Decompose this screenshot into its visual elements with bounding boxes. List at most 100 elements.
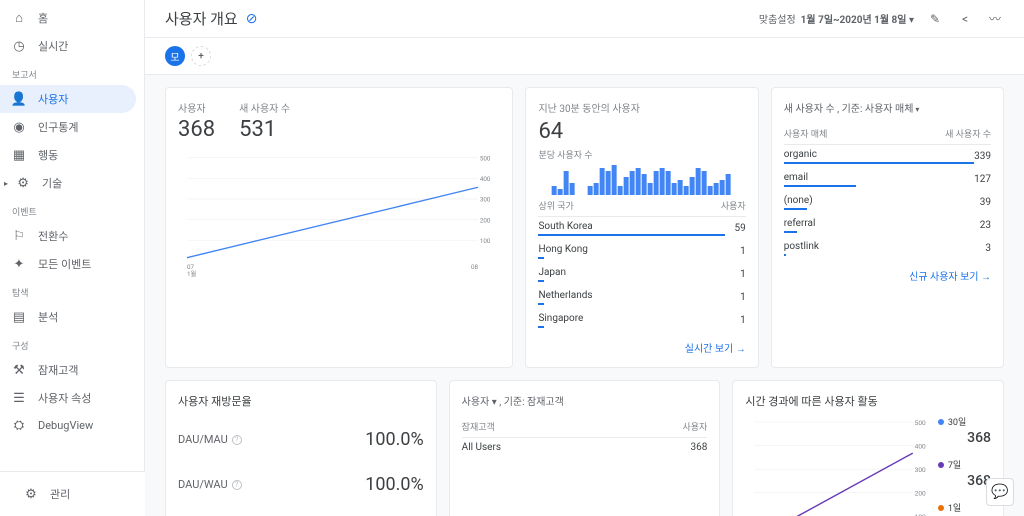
nav-section-label: 이벤트 bbox=[0, 197, 144, 222]
nav-label: 행동 bbox=[38, 147, 58, 163]
legend-value: 368 bbox=[938, 473, 991, 489]
chip-all-users[interactable]: 모 bbox=[165, 46, 185, 66]
nav-icon: ▦ bbox=[12, 148, 26, 162]
svg-text:08: 08 bbox=[471, 263, 479, 271]
nav-label: 인구통계 bbox=[38, 119, 78, 135]
svg-text:200: 200 bbox=[480, 216, 491, 224]
svg-text:500: 500 bbox=[480, 154, 491, 162]
legend-value: 368 bbox=[938, 430, 991, 446]
row-name: Hong Kong bbox=[538, 244, 587, 255]
row-value: 1 bbox=[740, 315, 746, 326]
row-name: postlink bbox=[784, 241, 819, 252]
row-value: 3 bbox=[985, 243, 991, 254]
card-title-dropdown[interactable]: 새 사용자 수 , 기준: 사용자 매체 bbox=[784, 100, 991, 115]
table-row: email 127 bbox=[784, 168, 991, 191]
metric-value: 368 bbox=[178, 117, 215, 142]
legend-dot bbox=[938, 505, 944, 511]
col-medium: 사용자 매체 bbox=[784, 127, 828, 140]
share-icon[interactable]: < bbox=[956, 10, 974, 28]
nav-icon: ⛭ bbox=[12, 418, 26, 432]
nav-item[interactable]: ⚐전환수 bbox=[0, 222, 144, 250]
realtime-users: 64 bbox=[538, 119, 745, 144]
feedback-icon[interactable]: 💬 bbox=[986, 478, 1014, 506]
nav-section-label: 보고서 bbox=[0, 60, 144, 85]
legend-label: 1일 bbox=[948, 504, 961, 514]
table-row: All Users368 bbox=[462, 438, 708, 457]
svg-text:400: 400 bbox=[915, 442, 926, 450]
card-users-trend: 사용자368새 사용자 수531 100200300400500071월08 bbox=[165, 87, 513, 368]
realtime-bar-chart bbox=[538, 165, 745, 195]
row-name: referral bbox=[784, 218, 816, 229]
sidebar: ⌂홈◷실시간 보고서 👤 사용자 ◉인구통계 ▦ 행동 ▸⚙기술이벤트⚐전환수✦모든 이벤트… bbox=[0, 0, 145, 516]
metric-label: 새 사용자 수 bbox=[239, 100, 290, 115]
nav-icon: 👤 bbox=[12, 92, 26, 106]
row-name: South Korea bbox=[538, 221, 592, 232]
help-icon[interactable]: ? bbox=[232, 435, 242, 445]
link-realtime[interactable]: 실시간 보기 bbox=[538, 340, 745, 355]
nav-icon: ✦ bbox=[12, 257, 26, 271]
card-title: 시간 경과에 따른 사용자 활동 bbox=[745, 393, 991, 409]
nav-icon: ☰ bbox=[12, 391, 26, 405]
legend-item: 7일 bbox=[938, 456, 991, 473]
nav-item[interactable]: ▦ 행동 bbox=[0, 141, 144, 169]
legend-dot bbox=[938, 462, 944, 468]
ratio-value: 100.0% bbox=[365, 474, 423, 495]
nav-item[interactable]: ⌂홈 bbox=[0, 4, 144, 32]
users-line-chart: 100200300400500071월08 bbox=[178, 146, 500, 286]
ratio-row: DAU/WAU ? 100.0% bbox=[178, 462, 424, 507]
nav-item[interactable]: ⚒잠재고객 bbox=[0, 356, 144, 384]
content: 사용자368새 사용자 수531 100200300400500071월08 지… bbox=[145, 75, 1024, 516]
nav-item[interactable]: ✦모든 이벤트 bbox=[0, 250, 144, 278]
table-row: referral 23 bbox=[784, 214, 991, 237]
svg-text:200: 200 bbox=[915, 490, 926, 498]
card-new-users-medium: 새 사용자 수 , 기준: 사용자 매체 사용자 매체 새 사용자 수 orga… bbox=[771, 87, 1004, 368]
nav-item[interactable]: ☰사용자 속성 bbox=[0, 384, 144, 412]
ratio-value: 100.0% bbox=[365, 429, 423, 450]
nav-label: 사용자 bbox=[38, 91, 68, 107]
edit-icon[interactable]: ✎ bbox=[926, 10, 944, 28]
svg-text:300: 300 bbox=[915, 466, 926, 474]
nav-icon: ⚙ bbox=[16, 176, 30, 190]
legend-item: 30일 bbox=[938, 413, 991, 430]
row-value: 368 bbox=[690, 442, 707, 453]
row-name: email bbox=[784, 172, 808, 183]
gear-icon: ⚙ bbox=[24, 487, 38, 501]
nav-section-label: 구성 bbox=[0, 331, 144, 356]
nav-admin[interactable]: ⚙ 관리 bbox=[12, 480, 133, 508]
col-users: 사용자 bbox=[721, 199, 746, 212]
activity-line-chart: 0100200300400500071월081월 bbox=[745, 413, 934, 516]
nav-item[interactable]: ◉인구통계 bbox=[0, 113, 144, 141]
table-row: postlink 3 bbox=[784, 237, 991, 260]
nav-item[interactable]: 👤 사용자 bbox=[0, 85, 136, 113]
header: 사용자 개요 ⊘ 맞춤설정 1월 7일~2020년 1월 8일 ▾ ✎ < 〰 bbox=[145, 0, 1024, 38]
help-icon[interactable]: ? bbox=[232, 480, 242, 490]
table-row: organic339 bbox=[784, 145, 991, 168]
legend-label: 7일 bbox=[948, 461, 961, 471]
nav-label: DebugView bbox=[38, 419, 93, 432]
nav-label: 전환수 bbox=[38, 228, 68, 244]
row-value: 23 bbox=[980, 220, 991, 231]
nav-label: 실시간 bbox=[38, 38, 68, 54]
nav-item[interactable]: ▤분석 bbox=[0, 303, 144, 331]
row-name: Japan bbox=[538, 267, 566, 278]
row-name: (none) bbox=[784, 195, 813, 206]
row-value: 1 bbox=[740, 269, 746, 280]
page-title: 사용자 개요 bbox=[165, 8, 238, 29]
row-value: 127 bbox=[974, 174, 991, 185]
nav-icon: ⚒ bbox=[12, 363, 26, 377]
comparison-chips: 모 + bbox=[145, 38, 1024, 75]
legend-item: 1일 bbox=[938, 499, 991, 516]
date-range[interactable]: 맞춤설정 1월 7일~2020년 1월 8일 ▾ bbox=[759, 11, 914, 26]
ratio-label: DAU/WAU ? bbox=[178, 478, 242, 491]
row-name: Singapore bbox=[538, 313, 583, 324]
card-title: 지난 30분 동안의 사용자 bbox=[538, 100, 745, 115]
svg-text:300: 300 bbox=[480, 196, 491, 204]
insights-icon[interactable]: 〰 bbox=[986, 10, 1004, 28]
row-value: 39 bbox=[980, 197, 991, 208]
chip-add[interactable]: + bbox=[191, 46, 211, 66]
nav-item[interactable]: ▸⚙기술 bbox=[0, 169, 144, 197]
nav-item[interactable]: ◷실시간 bbox=[0, 32, 144, 60]
dropdown-metric[interactable]: 사용자 ▾ bbox=[462, 397, 497, 408]
link-new-users[interactable]: 신규 사용자 보기 bbox=[784, 268, 991, 283]
nav-item[interactable]: ⛭ DebugView bbox=[0, 412, 144, 438]
